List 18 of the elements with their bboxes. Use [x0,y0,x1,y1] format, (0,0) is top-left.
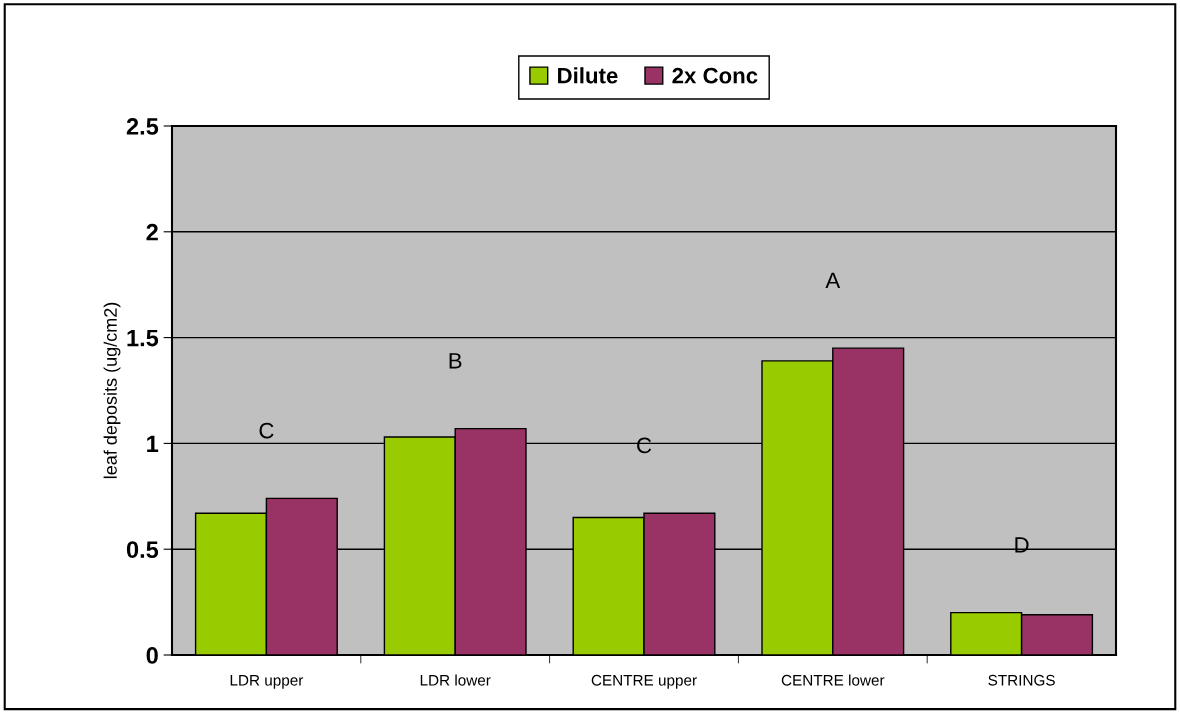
annotation: D [1015,537,1029,553]
x-tick-label: LDR lower [420,674,491,686]
x-tick-label: CENTRE upper [591,674,697,689]
x-tick-label: STRINGS [988,674,1055,686]
y-tick-label: 0 [146,647,158,664]
annotation: C [259,422,274,439]
y-tick-label: 0.5 [126,541,159,558]
y-axis-title: leaf deposits (ug/cm2) [103,302,121,479]
x-tick-label: LDR upper [230,675,304,689]
y-tick-label: 2.5 [126,118,159,135]
legend-label: Dilute [558,67,618,84]
annotation: B [449,353,462,369]
y-tick-label: 1.5 [127,329,159,347]
legend-label: 2x Conc [672,67,758,84]
annotation: A [825,272,841,289]
y-tick-label: 1 [147,435,159,452]
y-tick-label: 2 [146,223,158,241]
x-tick-label: CENTRE lower [781,674,885,686]
